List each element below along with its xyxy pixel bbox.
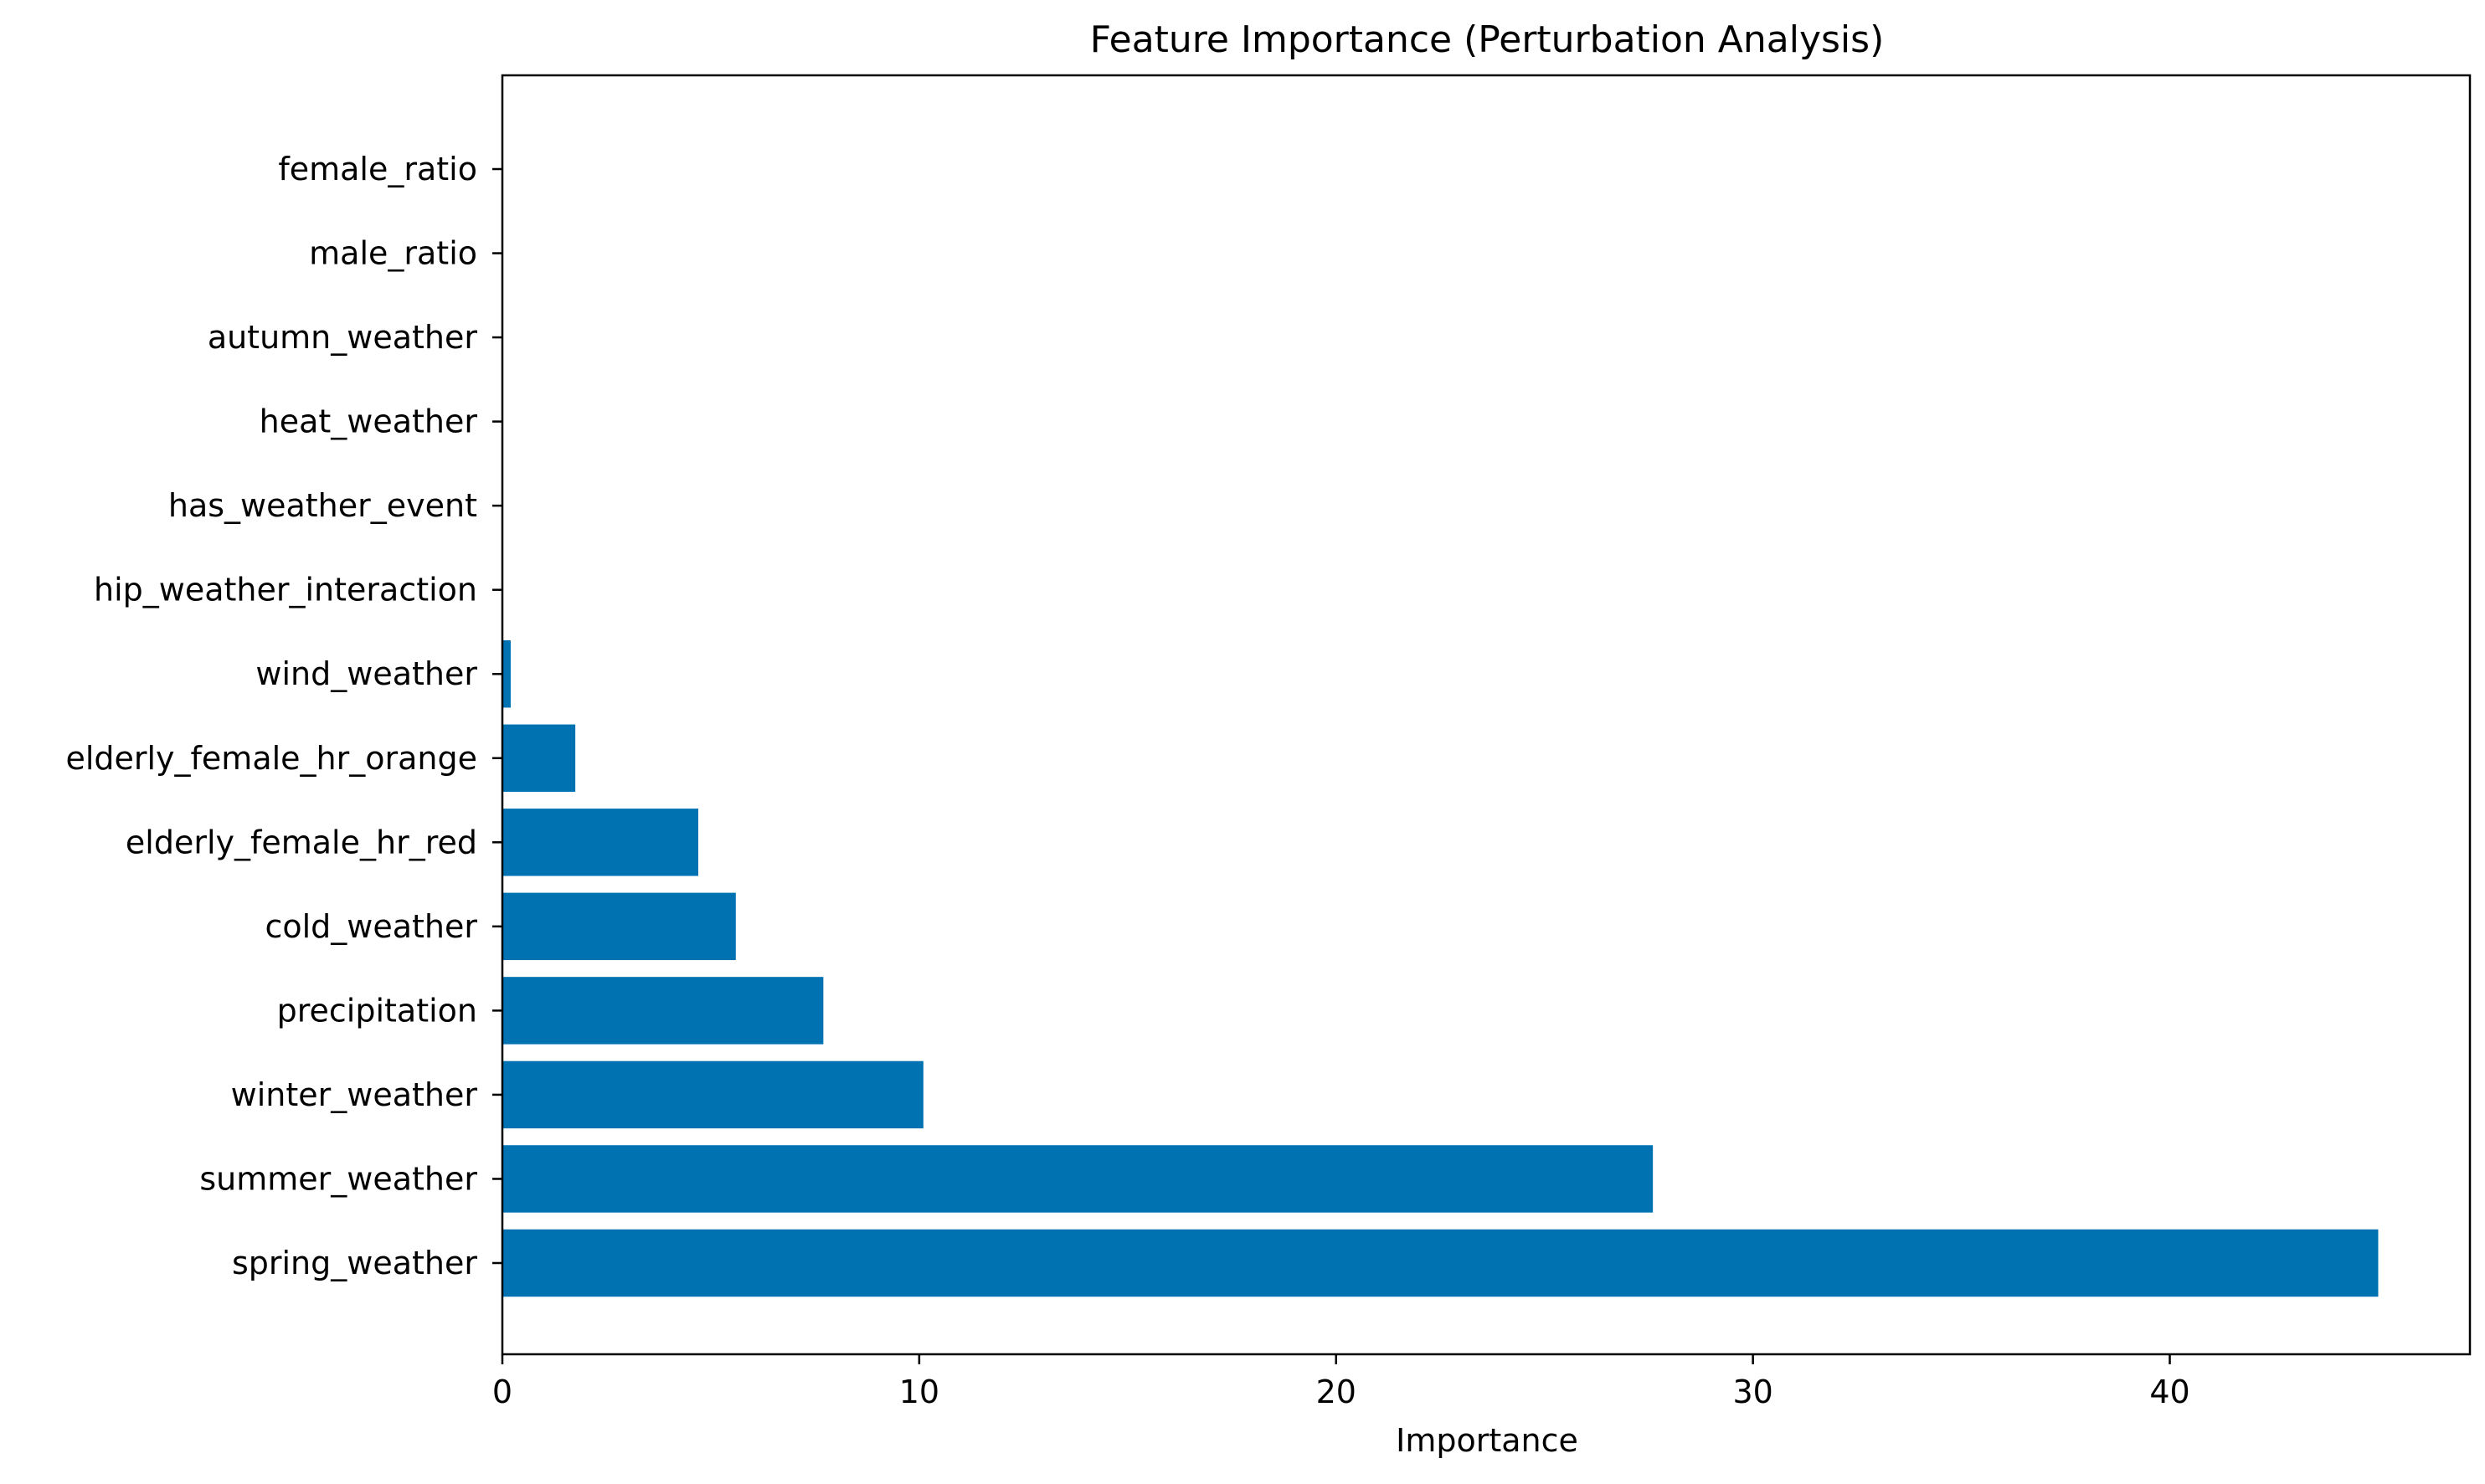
x-axis-label: Importance xyxy=(1396,1422,1578,1459)
y-tick-label: elderly_female_hr_orange xyxy=(65,740,477,777)
bar-cold-weather xyxy=(502,892,736,961)
bar-summer-weather xyxy=(502,1145,1654,1213)
y-tick-label: winter_weather xyxy=(231,1076,478,1113)
chart-title: Feature Importance (Perturbation Analysi… xyxy=(1090,18,1885,61)
y-axis-ticks: spring_weather summer_weather winter_weath… xyxy=(65,151,502,1281)
y-tick-label: female_ratio xyxy=(278,151,477,187)
y-tick-label: hip_weather_interaction xyxy=(94,572,477,608)
x-axis-ticks: 0 10 20 30 40 xyxy=(492,1354,2190,1410)
y-tick-label: wind_weather xyxy=(255,655,477,692)
bar-winter-weather xyxy=(502,1060,924,1129)
bar-wind-weather xyxy=(502,640,511,708)
bar-precipitation xyxy=(502,977,824,1045)
plot-frame xyxy=(501,74,2472,1356)
y-tick-label: spring_weather xyxy=(232,1245,477,1281)
y-tick-label: has_weather_event xyxy=(168,487,477,524)
x-tick-label: 20 xyxy=(1316,1374,1356,1410)
x-tick-label: 40 xyxy=(2149,1374,2189,1410)
y-tick-label: elderly_female_hr_red xyxy=(126,824,477,860)
bars-group xyxy=(502,640,2379,1297)
y-tick-label: precipitation xyxy=(277,992,477,1029)
x-tick-label: 10 xyxy=(899,1374,939,1410)
x-tick-label: 0 xyxy=(492,1374,512,1410)
y-tick-label: heat_weather xyxy=(260,403,478,440)
x-tick-label: 30 xyxy=(1732,1374,1772,1410)
bar-elderly-female-hr-red xyxy=(502,809,699,876)
y-tick-label: summer_weather xyxy=(199,1160,477,1197)
bar-spring-weather xyxy=(502,1229,2379,1297)
y-tick-label: autumn_weather xyxy=(208,319,478,356)
y-tick-label: male_ratio xyxy=(309,235,477,272)
bar-elderly-female-hr-orange xyxy=(502,724,576,792)
y-tick-label: cold_weather xyxy=(265,908,477,945)
